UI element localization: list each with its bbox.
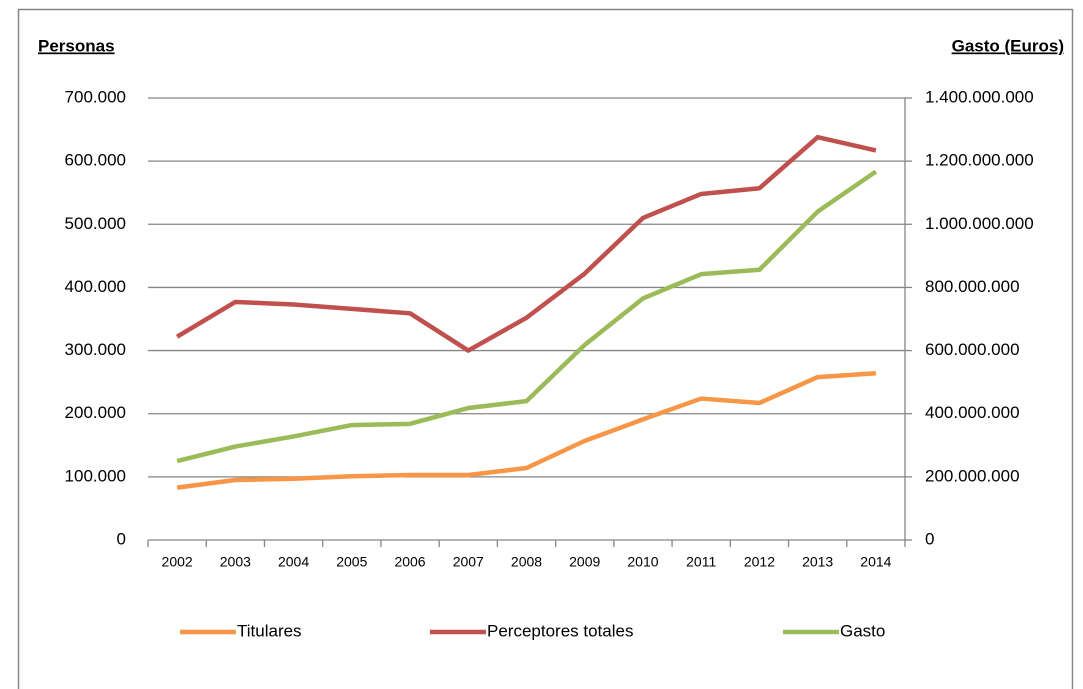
- y-tick-label: 100.000: [65, 466, 126, 485]
- chart-border: [17, 8, 1074, 689]
- x-tick-label: 2012: [744, 554, 775, 570]
- y-axis-title: Personas: [38, 36, 115, 55]
- y2-tick-label: 1.000.000.000: [925, 214, 1034, 233]
- x-tick-label: 2006: [394, 554, 425, 570]
- x-tick-label: 2005: [336, 554, 367, 570]
- x-tick-label: 2003: [220, 554, 251, 570]
- y-tick-label: 200.000: [65, 403, 126, 422]
- x-tick-label: 2007: [453, 554, 484, 570]
- y-tick-label: 400.000: [65, 277, 126, 296]
- x-tick-label: 2011: [686, 554, 716, 570]
- series-line: [175, 134, 877, 353]
- legend-label: Gasto: [840, 621, 885, 640]
- legend-label: Titulares: [237, 621, 302, 640]
- y-tick-label: 0: [117, 529, 126, 548]
- x-tick-label: 2008: [511, 554, 542, 570]
- y2-axis-title: Gasto (Euros): [952, 36, 1064, 55]
- x-tick-label: 2013: [802, 554, 833, 570]
- x-tick-label: 2002: [162, 554, 193, 570]
- y2-tick-label: 800.000.000: [925, 277, 1020, 296]
- x-tick-label: 2009: [569, 554, 600, 570]
- legend-label: Perceptores totales: [487, 621, 633, 640]
- y2-tick-label: 600.000.000: [925, 340, 1020, 359]
- y-tick-label: 300.000: [65, 340, 126, 359]
- x-tick-label: 2010: [627, 554, 658, 570]
- series-line: [176, 169, 878, 464]
- y2-tick-label: 200.000.000: [925, 466, 1020, 485]
- y2-tick-label: 1.200.000.000: [925, 151, 1034, 170]
- y2-tick-label: 400.000.000: [925, 403, 1020, 422]
- y-tick-label: 500.000: [65, 214, 126, 233]
- y2-tick-label: 1.400.000.000: [925, 87, 1034, 106]
- y2-tick-label: 0: [925, 529, 934, 548]
- y-tick-label: 600.000: [65, 151, 126, 170]
- series-line: [176, 371, 877, 490]
- y-tick-label: 700.000: [65, 87, 126, 106]
- x-tick-label: 2014: [860, 554, 891, 570]
- x-tick-label: 2004: [278, 554, 309, 570]
